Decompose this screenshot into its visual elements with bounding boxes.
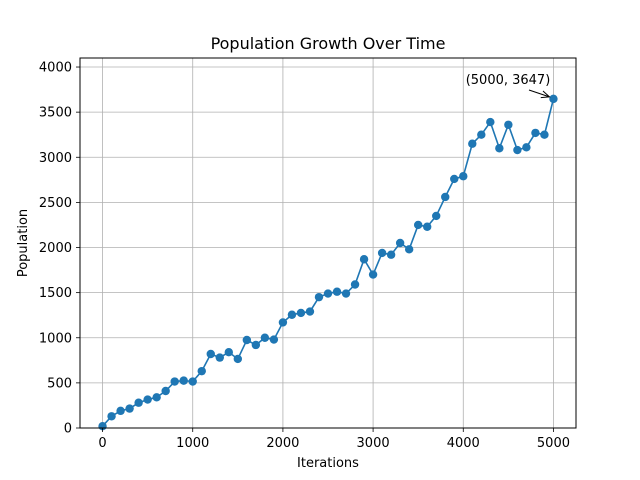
annotation-arrow-line <box>528 89 550 98</box>
data-point <box>468 139 477 148</box>
data-point <box>125 404 134 413</box>
y-tick-label: 2500 <box>39 196 72 211</box>
data-point <box>224 347 233 357</box>
annotation-text: (5000, 3647) <box>466 73 551 88</box>
data-point <box>441 192 450 202</box>
data-point <box>495 144 504 153</box>
series-layer <box>98 94 558 431</box>
ticks: 0 1000 2000 3000 4000 5000 0 500 1000 1500 2000 250… <box>39 61 570 451</box>
x-tick-label: 3000 <box>357 436 390 451</box>
data-point <box>152 393 161 402</box>
grid <box>80 58 576 429</box>
data-point <box>504 120 513 129</box>
data-point <box>197 366 206 376</box>
data-point <box>513 145 522 155</box>
y-axis-label: Population <box>16 209 31 277</box>
annotation-layer: (5000, 3647) <box>466 73 551 99</box>
x-tick-label: 5000 <box>537 436 570 451</box>
data-point <box>323 289 333 298</box>
data-point <box>170 377 179 386</box>
data-point <box>242 335 252 345</box>
data-point <box>359 255 369 264</box>
y-tick-label: 2000 <box>39 241 72 256</box>
data-point <box>188 377 197 386</box>
data-point <box>332 287 342 296</box>
data-point <box>215 353 224 362</box>
y-tick-label: 500 <box>47 376 72 391</box>
data-point <box>350 280 360 289</box>
data-point <box>296 308 306 318</box>
data-point <box>161 386 170 396</box>
data-point <box>450 174 459 184</box>
data-point <box>459 172 468 181</box>
x-tick-label: 2000 <box>266 436 299 451</box>
data-point <box>413 220 423 230</box>
y-tick-label: 3000 <box>39 151 72 166</box>
plot-frame <box>79 57 577 429</box>
x-tick-label: 1000 <box>176 436 209 451</box>
y-tick-label: 1000 <box>39 331 72 346</box>
data-point <box>179 376 188 385</box>
y-tick-label: 1500 <box>39 286 72 301</box>
data-point <box>314 292 324 302</box>
data-point <box>531 128 540 138</box>
data-point <box>395 238 405 248</box>
y-tick-label: 3500 <box>39 106 72 121</box>
x-tick-label: 0 <box>98 436 106 451</box>
data-point <box>134 398 143 407</box>
data-point <box>549 94 558 104</box>
data-point <box>522 143 531 152</box>
data-point <box>107 412 116 421</box>
data-point <box>386 250 396 259</box>
data-point <box>377 248 387 258</box>
data-point <box>143 395 152 404</box>
data-point <box>486 117 495 127</box>
data-point <box>477 130 486 139</box>
data-point <box>540 130 549 139</box>
x-tick-label: 4000 <box>447 436 480 451</box>
data-point <box>269 335 279 344</box>
data-point <box>233 354 243 364</box>
x-axis-label: Iterations <box>297 456 359 471</box>
data-point <box>404 245 414 254</box>
y-tick-label: 0 <box>64 422 72 437</box>
data-point <box>423 222 432 231</box>
data-point <box>278 318 288 327</box>
annotation-arrow-head <box>540 90 551 99</box>
data-point <box>287 310 297 319</box>
data-point <box>251 340 261 350</box>
y-tick-label: 4000 <box>39 61 72 76</box>
data-point <box>206 349 215 359</box>
chart-title: Population Growth Over Time <box>211 34 446 53</box>
data-point <box>260 333 270 342</box>
data-point <box>432 211 441 221</box>
data-point <box>368 270 378 279</box>
data-point <box>116 406 125 416</box>
data-point <box>341 289 351 298</box>
data-point <box>305 307 315 316</box>
